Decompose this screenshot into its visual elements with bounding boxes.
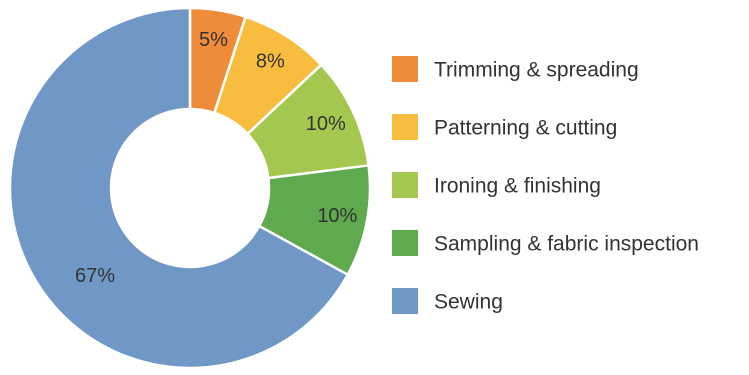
donut-slice-labels: 5% 8% 10% 10% 67% — [75, 29, 358, 287]
legend-swatch-ironing-and-finishing — [392, 172, 418, 198]
legend-swatch-trimming-and-spreading — [392, 56, 418, 82]
slice-sewing — [8, 6, 349, 370]
legend-label-sampling-and-fabric-inspection: Sampling & fabric inspection — [434, 233, 699, 256]
legend-swatch-patterning-and-cutting — [392, 114, 418, 140]
legend-label-trimming-and-spreading: Trimming & spreading — [434, 59, 639, 82]
slice-label-patterning-and-cutting: 8% — [256, 50, 285, 72]
legend-swatch-sewing — [392, 288, 418, 314]
slice-label-trimming-and-spreading: 5% — [199, 29, 228, 51]
slice-label-ironing-and-finishing: 10% — [306, 113, 346, 135]
legend-label-sewing: Sewing — [434, 291, 503, 314]
legend-label-patterning-and-cutting: Patterning & cutting — [434, 117, 617, 140]
slice-label-sewing: 67% — [75, 265, 115, 287]
legend: Trimming & spreading Patterning & cutting… — [392, 56, 699, 314]
legend-swatch-sampling-and-fabric-inspection — [392, 230, 418, 256]
donut-slices — [8, 6, 372, 370]
slice-label-sampling-and-fabric-inspection: 10% — [317, 205, 357, 227]
legend-label-ironing-and-finishing: Ironing & finishing — [434, 175, 601, 198]
